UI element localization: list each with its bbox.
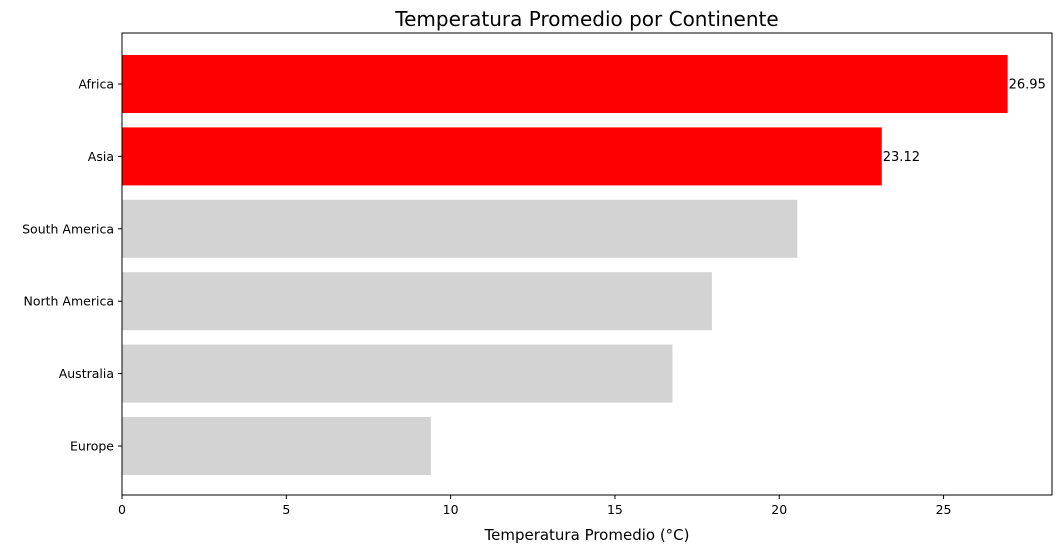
x-tick-label-0: 0 [118,502,126,517]
data-labels-layer: 26.95 23.12 [883,78,1046,165]
y-tick-label-africa: Africa [78,77,114,92]
x-axis: 0 5 10 15 20 25 [118,495,952,517]
bar-europe [122,417,431,475]
plot-frame [121,32,1053,496]
bar-australia [122,344,673,403]
x-tick-label-25: 25 [936,502,952,517]
bar-africa [122,55,1008,113]
y-tick-label-australia: Australia [59,366,114,381]
chart-title: Temperatura Promedio por Continente [394,7,778,31]
bar-north-america [122,272,712,331]
bar-asia [122,127,882,186]
x-tick-label-20: 20 [771,502,787,517]
data-label-africa: 26.95 [1009,78,1046,93]
x-tick-label-10: 10 [443,502,459,517]
bars-layer [122,55,1008,475]
bar-south-america [122,199,798,258]
y-axis: Africa Asia South America North America Aust… [22,77,122,454]
x-axis-label: Temperatura Promedio (°C) [483,526,689,544]
x-tick-label-5: 5 [282,502,290,517]
y-tick-label-asia: Asia [88,149,114,164]
data-label-asia: 23.12 [883,150,920,165]
y-tick-label-north-america: North America [24,294,115,309]
x-tick-label-15: 15 [607,502,623,517]
y-tick-label-europe: Europe [70,439,114,454]
y-tick-label-south-america: South America [22,221,114,236]
